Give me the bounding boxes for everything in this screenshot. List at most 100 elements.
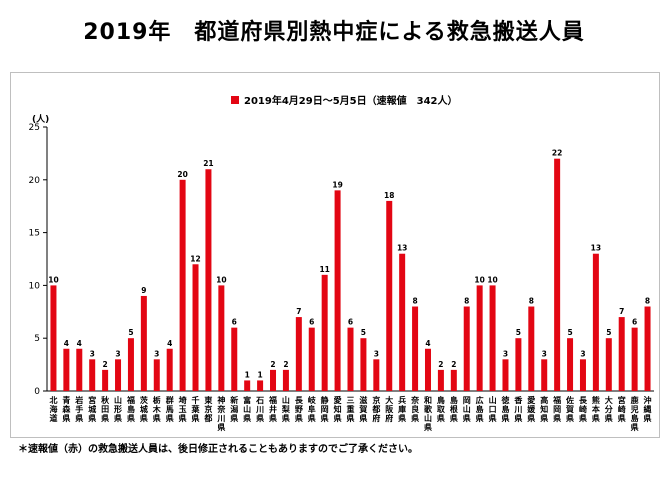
bars [50, 158, 651, 391]
data-label: 2 [438, 360, 443, 369]
x-tick-label: 長野県 [295, 396, 304, 423]
x-tick-label: 埼玉県 [179, 395, 187, 423]
bar [567, 338, 574, 391]
y-axis: 0 5 10 15 20 25 [29, 123, 48, 397]
x-tick-label: 和歌山県 [424, 395, 433, 432]
x-tick-labels: 北海道青森県岩手県宮城県秋田県山形県福島県茨城県栃木県群馬県埼玉県千葉県東京都神… [49, 395, 651, 432]
x-tick-label: 福島県 [126, 395, 135, 423]
y-tick-label: 10 [29, 281, 41, 291]
x-tick-label: 富山県 [243, 395, 251, 423]
x-tick-label: 東京都 [203, 395, 212, 423]
x-tick-label: 山梨県 [281, 395, 291, 423]
data-label: 3 [374, 349, 379, 358]
x-tick-label: 京都府 [371, 395, 380, 423]
x-tick-label: 山口県 [489, 395, 497, 423]
bar [424, 348, 431, 391]
bar [450, 369, 457, 391]
bar [373, 359, 380, 391]
bar [579, 359, 586, 391]
data-label: 5 [567, 328, 572, 337]
x-tick-label: 青森県 [62, 395, 71, 423]
x-tick-label: 沖縄県 [644, 395, 652, 423]
x-tick-label: 鳥取県 [437, 395, 445, 423]
x-tick-label: 大分県 [605, 395, 613, 423]
bar [605, 338, 612, 391]
bar [192, 264, 199, 391]
data-label: 22 [552, 149, 562, 158]
x-tick-label: 佐賀県 [565, 395, 574, 423]
x-tick-label: 香川県 [513, 395, 523, 423]
bar [218, 285, 225, 391]
data-label: 8 [529, 297, 534, 306]
data-label: 10 [48, 275, 58, 284]
bar [270, 369, 277, 391]
data-label: 11 [319, 265, 329, 274]
bar [179, 179, 186, 391]
data-label: 2 [270, 360, 275, 369]
bar [334, 190, 341, 391]
data-label: 20 [177, 170, 187, 179]
data-label: 2 [283, 360, 288, 369]
data-label: 10 [216, 275, 226, 284]
x-tick-label: 熊本県 [591, 395, 600, 423]
data-label: 6 [232, 318, 237, 327]
x-tick-label: 福岡県 [552, 395, 561, 423]
x-tick-label: 栃木県 [152, 395, 162, 423]
y-axis-label: (人) [32, 113, 49, 125]
bar [295, 317, 302, 391]
bar [644, 306, 651, 391]
bar [618, 317, 625, 391]
bar [321, 274, 328, 391]
bar [502, 359, 509, 391]
x-tick-label: 群馬県 [165, 395, 174, 423]
bar [360, 338, 367, 391]
chart-frame [10, 72, 660, 438]
bar [76, 348, 83, 391]
x-tick-label: 岩手県 [74, 395, 83, 423]
bar [554, 158, 561, 391]
y-tick-label: 20 [29, 176, 41, 186]
legend-label: 2019年4月29日～5月5日（速報値 342人） [244, 94, 458, 107]
data-label: 3 [503, 349, 508, 358]
x-tick-label: 三重県 [347, 396, 355, 423]
x-tick-label: 新潟県 [229, 395, 238, 423]
x-tick-label: 千葉県 [191, 395, 201, 423]
data-label: 3 [115, 349, 120, 358]
bar [140, 295, 147, 391]
bar [115, 359, 122, 391]
data-label: 3 [580, 349, 585, 358]
x-tick-label: 神奈川県 [216, 395, 226, 432]
data-label: 4 [167, 339, 172, 348]
bar [541, 359, 548, 391]
bar [102, 369, 109, 391]
data-label: 1 [245, 370, 250, 379]
bar [308, 327, 315, 391]
x-tick-label: 福井県 [268, 395, 277, 423]
x-tick-label: 徳島県 [500, 395, 509, 423]
y-tick-label: 0 [34, 387, 40, 397]
data-label: 8 [645, 297, 650, 306]
data-label: 4 [425, 339, 430, 348]
x-tick-label: 長崎県 [579, 396, 588, 423]
x-tick-label: 北海道 [49, 395, 57, 423]
bar [489, 285, 496, 391]
bar [50, 285, 57, 391]
data-label: 9 [141, 286, 146, 295]
x-tick-label: 宮城県 [88, 395, 96, 423]
y-tick-label: 25 [29, 123, 40, 133]
x-tick-label: 島根県 [450, 395, 458, 423]
page-title: 2019年 都道府県別熱中症による救急搬送人員 [83, 20, 585, 45]
data-label: 6 [309, 318, 314, 327]
bar [153, 359, 160, 391]
x-tick-label: 宮崎県 [618, 395, 626, 423]
bar [166, 348, 173, 391]
x-tick-label: 大阪府 [385, 395, 394, 423]
bar [463, 306, 470, 391]
bar [89, 359, 96, 391]
data-label: 2 [451, 360, 456, 369]
bar [282, 369, 289, 391]
data-label: 4 [77, 339, 82, 348]
data-label: 13 [591, 244, 601, 253]
